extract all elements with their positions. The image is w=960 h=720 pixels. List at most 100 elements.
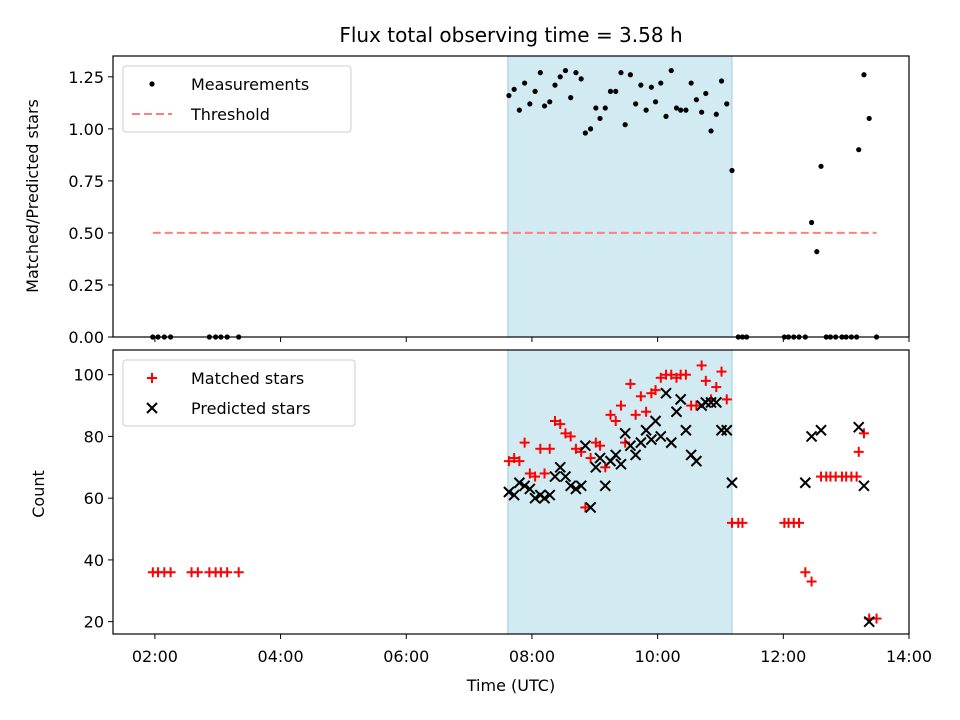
ratio-y-tick-label: 0.75 — [68, 172, 104, 191]
predicted-star-stroke-b — [680, 424, 692, 436]
predicted-star-stroke-b — [690, 455, 703, 467]
predicted-star-stroke-b — [615, 458, 627, 470]
predicted-star-point — [508, 489, 520, 501]
legend-dot-icon — [149, 81, 155, 87]
matched-star-point — [600, 462, 611, 473]
matched-star-point — [851, 471, 862, 482]
matched-star-point — [585, 453, 596, 464]
predicted-star-stroke-b — [610, 449, 622, 461]
matched-star-point — [711, 382, 722, 393]
predicted-star-point — [590, 461, 602, 474]
matched-star-point — [509, 453, 520, 464]
measurement-point — [724, 101, 730, 107]
predicted-star-point — [680, 424, 692, 436]
matched-star-point — [555, 419, 566, 430]
measurement-point — [557, 74, 563, 80]
predicted-star-stroke-b — [674, 393, 687, 406]
predicted-star-point — [554, 461, 566, 474]
measurement-point — [506, 92, 512, 99]
predicted-star-stroke-b — [685, 449, 697, 461]
measurement-point — [568, 95, 574, 101]
predicted-star-stroke-b — [665, 436, 677, 449]
predicted-star-point — [670, 406, 683, 418]
predicted-star-stroke-b — [590, 461, 602, 474]
matched-star-point — [641, 406, 652, 417]
x-axis-label: Time (UTC) — [466, 676, 555, 695]
measurement-point — [573, 70, 579, 76]
matched-star-point — [721, 394, 732, 405]
measurement-point — [627, 72, 634, 78]
legend-label: Threshold — [190, 105, 270, 124]
predicted-star-point — [594, 452, 606, 464]
measurement-point — [522, 80, 528, 86]
chart-title: Flux total observing time = 3.58 h — [339, 23, 682, 47]
legend-box — [122, 359, 356, 427]
measurement-point — [597, 115, 603, 122]
x-tick-label: 04:00 — [258, 647, 304, 666]
predicted-star-point — [584, 501, 597, 514]
legend-label: Predicted stars — [191, 399, 311, 418]
predicted-star-stroke-b — [518, 480, 531, 492]
predicted-star-point — [549, 470, 561, 483]
measurement-point — [602, 105, 608, 111]
predicted-star-point — [619, 427, 631, 440]
predicted-star-point — [610, 449, 622, 461]
predicted-star-stroke-b — [624, 439, 637, 452]
predicted-star-point — [579, 439, 592, 452]
predicted-star-point — [710, 396, 722, 409]
predicted-star-point — [799, 477, 812, 489]
measurement-point — [537, 70, 543, 76]
matched-star-point — [192, 567, 203, 578]
observing-interval-shade — [507, 56, 732, 337]
predicted-star-stroke-b — [559, 470, 572, 483]
predicted-star-stroke-b — [710, 396, 722, 409]
predicted-star-stroke-b — [649, 415, 662, 427]
predicted-star-stroke-b — [584, 501, 597, 514]
predicted-star-point — [649, 415, 662, 427]
predicted-star-stroke-b — [660, 387, 672, 399]
predicted-star-stroke-b — [575, 480, 587, 492]
measurement-point — [633, 101, 639, 107]
x-tick-label: 08:00 — [509, 647, 555, 666]
x-tick-label: 14:00 — [886, 647, 932, 666]
legend-x-stroke-b — [146, 402, 158, 414]
predicted-star-stroke-b — [721, 424, 733, 436]
measurement-point — [547, 99, 553, 105]
matched-star-point — [539, 468, 550, 479]
predicted-star-point — [529, 492, 541, 504]
counts-y-tick-label: 60 — [84, 489, 104, 508]
predicted-star-stroke-b — [815, 424, 827, 436]
matched-star-point — [233, 567, 244, 578]
predicted-star-stroke-b — [799, 477, 812, 489]
predicted-star-point — [513, 477, 526, 489]
predicted-star-stroke-b — [805, 430, 818, 443]
measurement-point — [729, 167, 735, 174]
measurement-point — [562, 67, 569, 74]
matched-star-point — [605, 409, 616, 420]
measurement-point — [658, 80, 664, 86]
predicted-star-point — [615, 458, 627, 470]
predicted-star-point — [624, 439, 637, 452]
measurement-point — [693, 97, 699, 103]
measurement-point — [856, 147, 862, 153]
matched-star-point — [655, 372, 666, 383]
predicted-star-point — [726, 477, 738, 489]
legend-plus-icon — [147, 373, 157, 383]
predicted-star-stroke-b — [503, 486, 515, 498]
measurement-point — [673, 105, 680, 111]
predicted-star-point — [805, 430, 818, 443]
predicted-star-stroke-b — [554, 461, 566, 474]
measurement-point — [866, 115, 872, 122]
predicted-star-stroke-b — [700, 396, 712, 409]
matched-star-point — [524, 468, 535, 479]
matched-star-point — [595, 440, 606, 451]
matched-star-point — [503, 456, 514, 467]
measurement-point — [607, 88, 614, 94]
matched-star-point — [530, 471, 541, 482]
measurement-point — [808, 219, 815, 226]
matched-star-point — [858, 428, 869, 439]
predicted-star-stroke-b — [544, 489, 556, 501]
measurement-point — [552, 82, 558, 88]
series-counts-0 — [147, 360, 882, 624]
measurement-point — [718, 78, 725, 84]
